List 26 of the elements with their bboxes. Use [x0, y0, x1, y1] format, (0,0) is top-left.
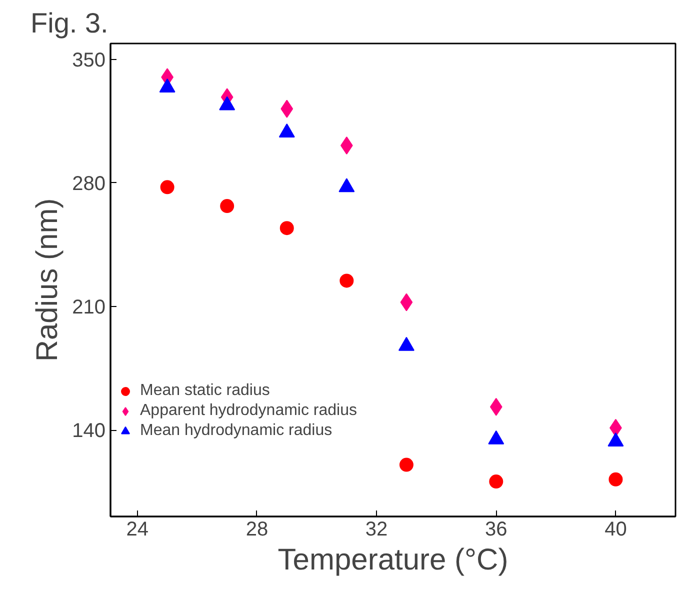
- point: [399, 458, 414, 472]
- x-tick-label: 40: [604, 518, 627, 540]
- legend-label: Apparent hydrodynamic radius: [140, 402, 358, 420]
- point: [280, 100, 294, 118]
- legend-label: Mean hydrodynamic radius: [140, 422, 332, 440]
- y-tick-label: 280: [72, 172, 106, 195]
- chart-title: Fig. 3.: [30, 8, 108, 38]
- y-tick-label: 350: [72, 49, 106, 72]
- point: [340, 274, 354, 288]
- y-tick-label: 210: [72, 296, 106, 318]
- point: [490, 398, 502, 416]
- point: [608, 472, 623, 486]
- point: [489, 474, 504, 489]
- point: [220, 199, 234, 214]
- x-tick-label: 36: [485, 518, 508, 540]
- point: [340, 136, 353, 155]
- y-axis-title: Radius (nm): [31, 198, 64, 362]
- x-axis-title: Temperature (°C): [278, 544, 508, 576]
- x-tick-label: 24: [126, 518, 149, 540]
- x-tick-label: 32: [365, 518, 388, 540]
- x-tick-label: 28: [246, 518, 268, 540]
- y-tick-label: 140: [72, 420, 106, 442]
- point: [400, 293, 413, 312]
- point: [280, 221, 294, 236]
- legend-label: Mean static radius: [140, 382, 270, 400]
- point: [160, 180, 174, 194]
